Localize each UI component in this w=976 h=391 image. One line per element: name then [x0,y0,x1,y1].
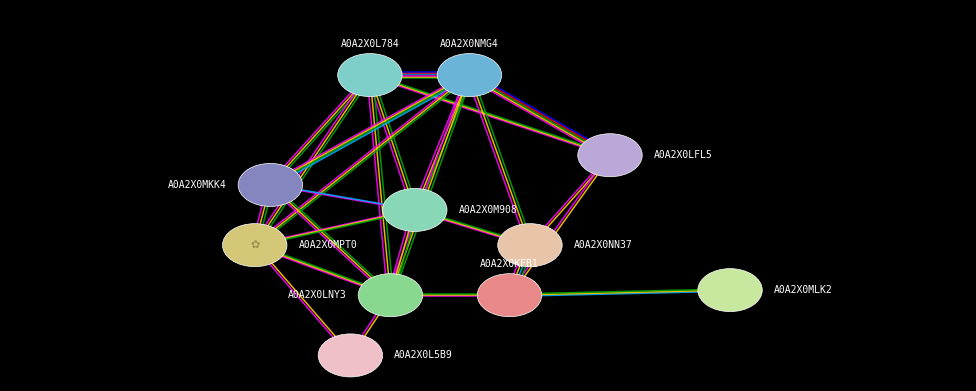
Text: A0A2X0NMG4: A0A2X0NMG4 [440,39,499,49]
Ellipse shape [318,334,383,377]
Text: A0A2X0LFL5: A0A2X0LFL5 [654,150,712,160]
Text: A0A2X0MPT0: A0A2X0MPT0 [299,240,357,250]
Text: A0A2X0NN37: A0A2X0NN37 [574,240,632,250]
Ellipse shape [698,269,762,312]
Ellipse shape [358,274,423,317]
Ellipse shape [477,274,542,317]
Text: A0A2X0M908: A0A2X0M908 [459,205,517,215]
Text: A0A2X0MKK4: A0A2X0MKK4 [168,180,226,190]
Text: A0A2X0MLK2: A0A2X0MLK2 [774,285,833,295]
Ellipse shape [437,54,502,97]
Ellipse shape [578,134,642,177]
Text: ✿: ✿ [250,240,260,250]
Text: A0A2X0L784: A0A2X0L784 [341,39,399,49]
Ellipse shape [498,224,562,267]
Text: A0A2X0LNY3: A0A2X0LNY3 [288,290,346,300]
Ellipse shape [223,224,287,267]
Ellipse shape [338,54,402,97]
Ellipse shape [238,163,303,206]
Ellipse shape [383,188,447,231]
Text: A0A2X0L5B9: A0A2X0L5B9 [394,350,453,361]
Text: A0A2X0KFB1: A0A2X0KFB1 [480,259,539,269]
